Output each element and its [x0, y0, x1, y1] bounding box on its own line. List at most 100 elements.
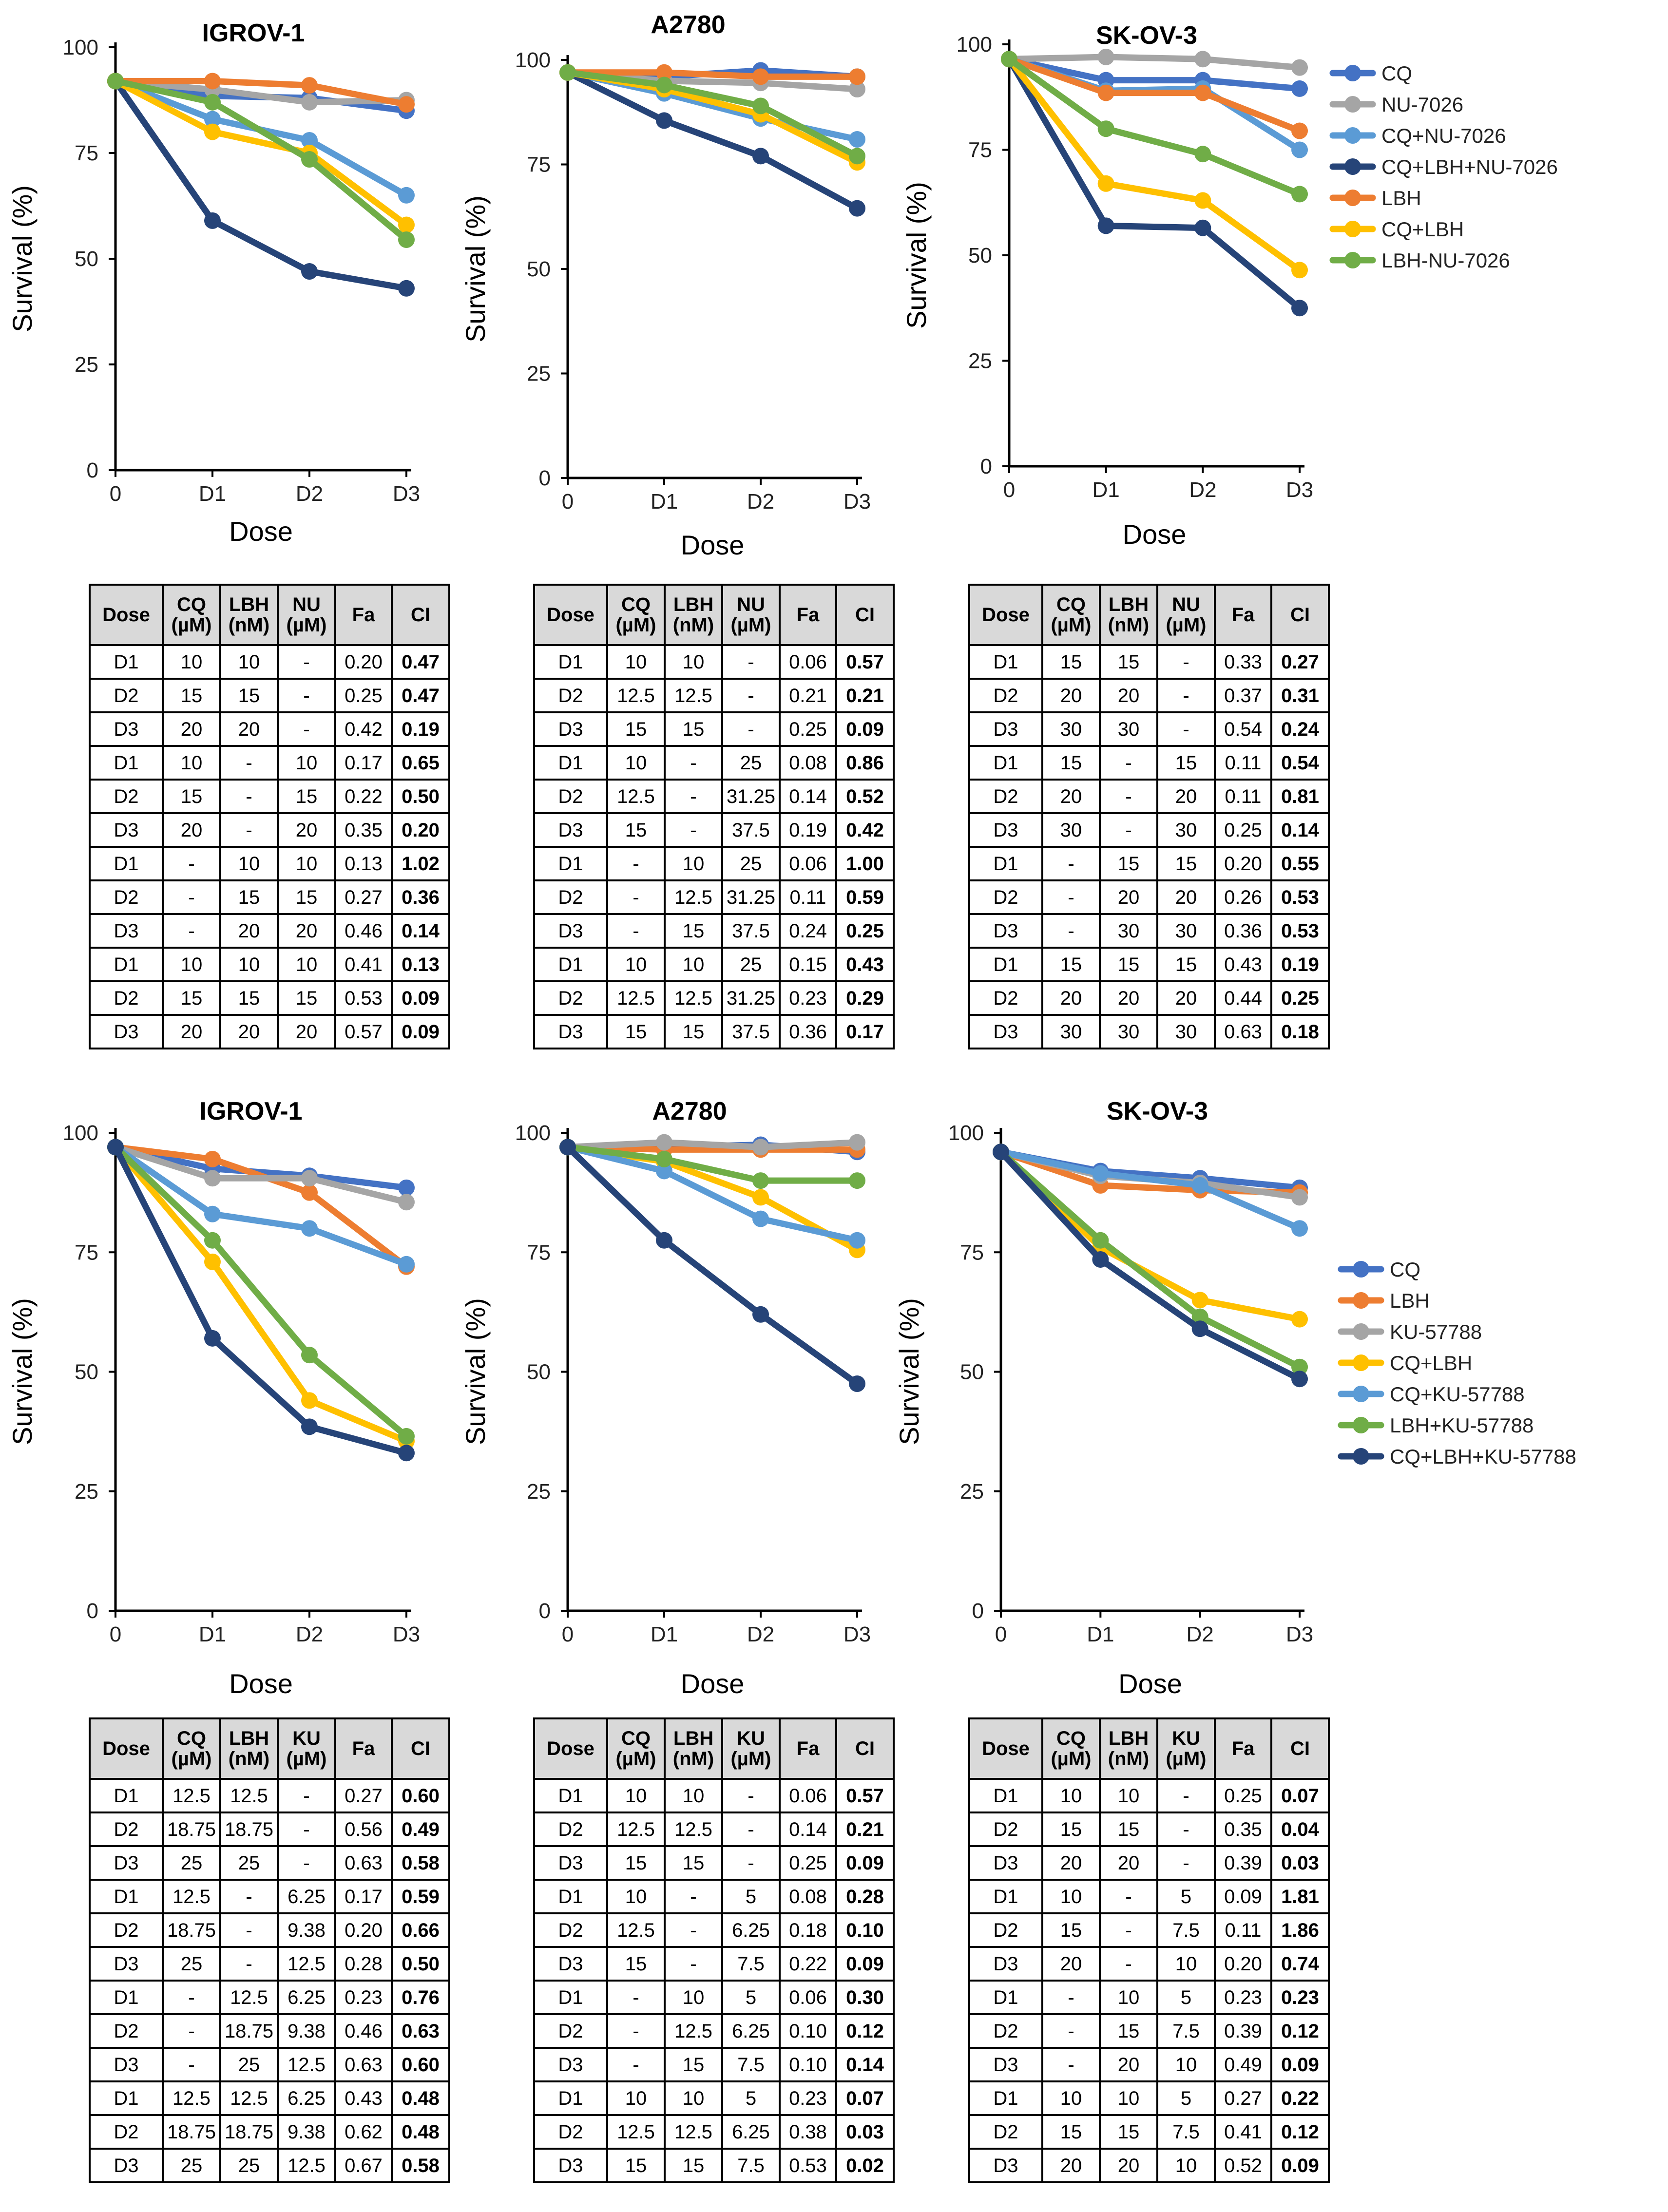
- ci-value-cell: 0.27: [1270, 644, 1330, 680]
- table-cell: D2: [533, 678, 608, 713]
- table-cell: -: [277, 1812, 336, 1847]
- data-point: [1291, 1220, 1308, 1237]
- data-point: [1291, 59, 1308, 76]
- table-cell: 15: [1041, 947, 1101, 982]
- table-cell: 0.08: [779, 1879, 837, 1914]
- table-cell: 25: [721, 745, 781, 781]
- table-cell: D3: [533, 2148, 608, 2183]
- table-cell: -: [277, 1778, 336, 1813]
- table-cell: 15: [664, 711, 723, 747]
- table-cell: 12.5: [277, 2047, 336, 2082]
- table-cell: 15: [1156, 947, 1216, 982]
- table-cell: D3: [533, 1946, 608, 1982]
- y-axis-label: Survival (%): [7, 185, 38, 332]
- data-point: [301, 1347, 318, 1364]
- table-cell: D2: [533, 1912, 608, 1948]
- table-row: D2-15 15 0.27 0.36: [89, 879, 450, 915]
- table-row: D3-30 30 0.36 0.53: [968, 913, 1330, 949]
- column-header: LBH (nM): [664, 1717, 723, 1780]
- table-cell: 12.5: [219, 1980, 279, 2015]
- series-cq-ku-57788: [107, 1139, 415, 1273]
- table-cell: D2: [533, 879, 608, 915]
- ci-value-cell: 0.29: [835, 980, 895, 1016]
- table-cell: 12.5: [664, 2114, 723, 2150]
- legend-swatch-marker: [1353, 1448, 1369, 1465]
- ci-value-cell: 0.04: [1270, 1812, 1330, 1847]
- data-point: [398, 216, 415, 233]
- table-cell: 18.75: [219, 1812, 279, 1847]
- ci-table-6: Dose CQ (µM) LBH (nM) KU (µM) Fa CI D1 10 10-0.2…: [968, 1717, 1330, 2183]
- table-cell: 12.5: [606, 2114, 666, 2150]
- x-tick-label: D1: [199, 1622, 226, 1646]
- table-cell: 0.06: [779, 1778, 837, 1813]
- table-cell: -: [1156, 711, 1216, 747]
- data-point: [107, 73, 124, 90]
- table-row: D2 12.5 12.5 6.25 0.38 0.03: [533, 2114, 895, 2150]
- table-row: D1 12.5-6.25 0.17 0.59: [89, 1879, 450, 1914]
- chart-3: SK-OV-3 0 25 50 75 100 0 D1 D2 D3 Dose Survival (%)…: [901, 21, 1558, 550]
- data-point: [1191, 1177, 1208, 1194]
- table-row: D1 15 15 15 0.43 0.19: [968, 947, 1330, 982]
- data-point: [1092, 1165, 1109, 1182]
- table-cell: 9.38: [277, 2114, 336, 2150]
- ci-table-4: Dose CQ (µM) LBH (nM) KU (µM) Fa CI D1 12.5 12.5…: [89, 1717, 450, 2183]
- column-header: LBH (nM): [1099, 1717, 1158, 1780]
- table-cell: -: [1041, 846, 1101, 881]
- table-cell: -: [664, 812, 723, 848]
- x-tick-label: D3: [844, 490, 871, 514]
- series-line: [564, 1144, 861, 1387]
- legend-label: KU-57788: [1390, 1320, 1482, 1343]
- ci-value-cell: 0.31: [1270, 678, 1330, 713]
- table-row: D1 10 10 5 0.23 0.07: [533, 2080, 895, 2116]
- table-cell: 0.22: [779, 1946, 837, 1982]
- table-cell: 30: [1156, 913, 1216, 949]
- data-point: [204, 94, 221, 111]
- table-cell: D2: [89, 1812, 164, 1847]
- table-cell: D3: [968, 913, 1043, 949]
- table-cell: 6.25: [277, 1980, 336, 2015]
- table-cell: -: [664, 1879, 723, 1914]
- table-cell: 10: [606, 1879, 666, 1914]
- table-cell: D1: [533, 2080, 608, 2116]
- table-row: D3 20 20-0.42 0.19: [89, 711, 450, 747]
- chart-1: IGROV-1 0 25 50 75 100 0 D1 D2 D3 Dose Survival (%): [7, 19, 420, 547]
- x-tick-label: D3: [1286, 478, 1313, 502]
- x-tick-label: D2: [296, 482, 323, 506]
- table-cell: -: [1156, 678, 1216, 713]
- column-header: KU (µM): [1156, 1717, 1216, 1780]
- table-cell: 5: [1156, 2080, 1216, 2116]
- table-row: D1 10-25 0.08 0.86: [533, 745, 895, 781]
- table-cell: 0.06: [779, 644, 837, 680]
- table-header-row: Dose CQ (µM) LBH (nM) NU (µM) Fa CI: [89, 584, 450, 646]
- series-ku-57788: [107, 1139, 415, 1211]
- series-cq-lbh: [993, 1144, 1308, 1328]
- table-cell: -: [606, 879, 666, 915]
- data-point: [656, 1232, 672, 1249]
- table-cell: -: [1041, 913, 1101, 949]
- table-cell: 20: [162, 1014, 221, 1049]
- chart-title: IGROV-1: [200, 1097, 303, 1125]
- table-cell: 10: [219, 846, 279, 881]
- table-cell: D3: [968, 711, 1043, 747]
- table-cell: 15: [606, 2148, 666, 2183]
- ci-value-cell: 0.60: [391, 2047, 450, 2082]
- column-header: Dose: [968, 584, 1043, 646]
- column-header: CI: [835, 584, 895, 646]
- legend-label: CQ: [1390, 1258, 1420, 1281]
- table-cell: 5: [721, 1980, 781, 2015]
- table-cell: 0.14: [779, 1812, 837, 1847]
- table-cell: 15: [162, 678, 221, 713]
- table-row: D3-20 10 0.49 0.09: [968, 2047, 1330, 2082]
- x-tick-label: D1: [1087, 1622, 1114, 1646]
- y-tick-label: 100: [515, 48, 551, 72]
- data-point: [1097, 120, 1114, 137]
- table-cell: -: [1099, 1879, 1158, 1914]
- table-cell: 0.52: [1214, 2148, 1272, 2183]
- ci-table-5: Dose CQ (µM) LBH (nM) KU (µM) Fa CI D1 10 10-0.0…: [533, 1717, 895, 2183]
- legend-swatch-marker: [1353, 1354, 1369, 1371]
- table-cell: 0.06: [779, 846, 837, 881]
- data-point: [398, 1194, 415, 1211]
- table-row: D2 20 20-0.37 0.31: [968, 678, 1330, 713]
- table-cell: -: [1099, 1946, 1158, 1982]
- table-row: D3 15-37.5 0.19 0.42: [533, 812, 895, 848]
